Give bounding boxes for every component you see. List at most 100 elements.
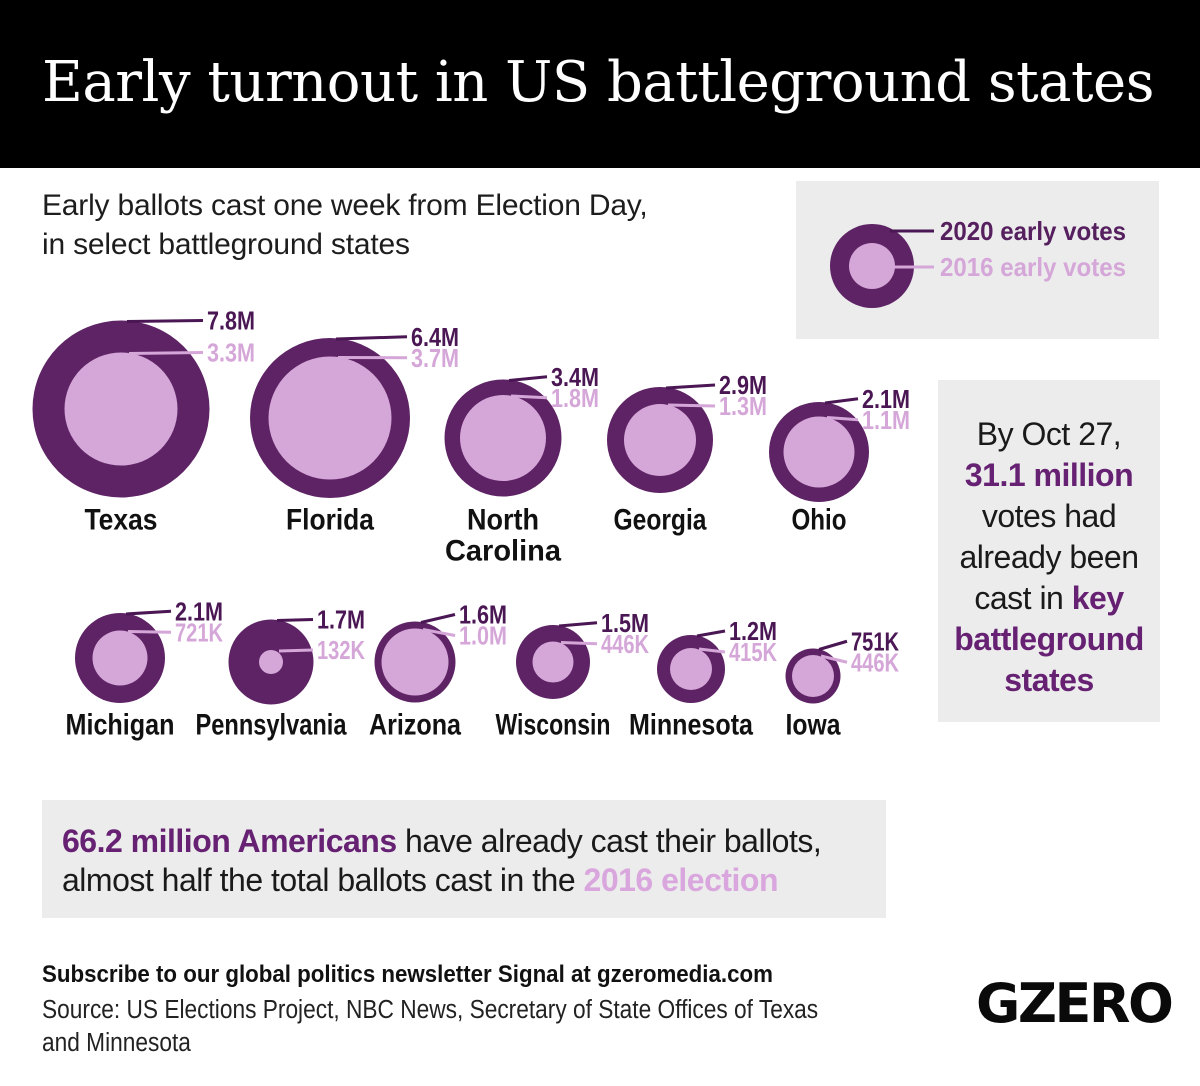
- leader-2016: [667, 403, 716, 408]
- value-2016: 446K: [601, 629, 649, 659]
- state-label: Minnesota: [629, 709, 753, 742]
- leader-2020: [276, 618, 314, 622]
- bubble-2016-georgia: [624, 404, 696, 476]
- bottom-note-box: [42, 800, 886, 918]
- state-label: Arizona: [369, 709, 461, 742]
- leader-2020: [508, 375, 548, 382]
- leader-2020: [335, 335, 408, 341]
- note-segment: votes had: [981, 498, 1117, 534]
- note-segment: states: [1004, 662, 1094, 698]
- bubble-2016-minnesota: [670, 648, 712, 690]
- value-2016: 1.8M: [551, 383, 599, 413]
- leader-2016: [560, 641, 598, 646]
- state-label: Carolina: [445, 535, 561, 568]
- note-segment: 31.1 million: [964, 457, 1134, 493]
- legend-label-2016: 2016 early votes: [940, 252, 1126, 282]
- bubble-2016-iowa: [792, 655, 834, 697]
- value-2020: 3.4M: [551, 362, 599, 392]
- side-note-text: By Oct 27, 31.1 million votes had already b…: [938, 380, 1160, 701]
- value-2016: 1.3M: [719, 391, 767, 421]
- source-line2: and Minnesota: [42, 1029, 191, 1057]
- value-2016: 1.1M: [862, 405, 910, 435]
- value-2016: 446K: [851, 647, 899, 677]
- note-line: already been: [938, 537, 1160, 578]
- state-label: Iowa: [786, 709, 841, 742]
- leader-2016: [510, 394, 548, 400]
- leader-2016: [698, 647, 726, 654]
- note-line: 66.2 million Americans have already cast…: [62, 822, 872, 861]
- state-label: Michigan: [66, 709, 175, 742]
- leader-2016: [422, 628, 456, 637]
- value-2020: 2.9M: [719, 370, 767, 400]
- bubble-2016-north-carolina: [460, 395, 546, 481]
- source-line1: Source: US Elections Project, NBC News, …: [42, 996, 819, 1024]
- bubble-2016-florida: [268, 356, 392, 480]
- leader-2016: [128, 351, 204, 355]
- note-segment: 2016 election: [583, 862, 779, 898]
- value-2016: 1.0M: [459, 621, 507, 651]
- side-note-box: [938, 380, 1160, 722]
- note-line: cast in key: [938, 578, 1160, 619]
- note-segment: have already cast their ballots,: [396, 823, 822, 859]
- state-label: Florida: [286, 504, 374, 537]
- value-2020: 1.2M: [729, 616, 777, 646]
- leader-2016: [127, 630, 172, 634]
- value-2020: 2.1M: [175, 596, 223, 626]
- value-2020: 1.7M: [317, 605, 365, 635]
- note-segment: By Oct 27,: [976, 416, 1122, 452]
- state-label: Ohio: [792, 504, 847, 537]
- subscribe-line: Subscribe to our global politics newslet…: [42, 961, 773, 988]
- value-2016: 3.3M: [207, 338, 255, 368]
- leader-2020: [824, 397, 859, 405]
- leader-2020: [665, 383, 716, 390]
- bubble-2016-wisconsin: [532, 641, 574, 683]
- note-segment: 66.2 million Americans: [62, 823, 397, 859]
- value-2020: 1.6M: [459, 600, 507, 630]
- value-2020: 751K: [851, 626, 899, 656]
- value-2020: 1.5M: [601, 608, 649, 638]
- note-line: states: [938, 660, 1160, 701]
- gzero-logo: GZERO: [976, 972, 1174, 1035]
- value-2016: 132K: [317, 635, 365, 665]
- note-segment: already been: [959, 539, 1139, 575]
- note-line: votes had: [938, 496, 1160, 537]
- state-label: Texas: [85, 504, 158, 537]
- source-note: Source: US Elections Project, NBC News, …: [42, 994, 818, 1060]
- note-segment: battleground: [954, 621, 1144, 657]
- bubble-2016-texas: [64, 352, 178, 466]
- bubble-2016-pennsylvania: [259, 650, 283, 674]
- value-2020: 7.8M: [207, 306, 255, 336]
- page-title: Early turnout in US battleground states: [42, 50, 1154, 115]
- subtitle-line2: in select battleground states: [42, 228, 410, 261]
- bubble-2016-arizona: [381, 628, 449, 696]
- value-2016: 415K: [729, 637, 777, 667]
- leader-2020: [420, 613, 456, 624]
- note-segment: almost half the total ballots cast in th…: [62, 862, 584, 898]
- note-segment: key: [1071, 580, 1124, 616]
- state-label: Wisconsin: [496, 709, 611, 742]
- state-label: Georgia: [614, 504, 707, 537]
- leader-2016: [278, 648, 314, 653]
- leader-2016: [820, 654, 848, 664]
- state-label: North: [467, 504, 539, 537]
- bubble-2016-ohio: [783, 416, 855, 488]
- leader-2016: [826, 416, 859, 422]
- leader-2020: [696, 629, 726, 638]
- value-2016: 721K: [175, 617, 223, 647]
- bottom-note-text: 66.2 million Americans have already cast…: [62, 822, 872, 900]
- leader-2020: [558, 621, 598, 628]
- leader-2020: [125, 609, 172, 616]
- subtitle-line1: Early ballots cast one week from Electio…: [42, 189, 648, 222]
- note-line: By Oct 27,: [938, 414, 1160, 455]
- value-2020: 2.1M: [862, 384, 910, 414]
- chart-subtitle: Early ballots cast one week from Electio…: [42, 186, 648, 264]
- bubble-2016-michigan: [92, 630, 148, 686]
- value-2016: 3.7M: [411, 343, 459, 373]
- leader-2020: [126, 319, 204, 323]
- leader-2020: [818, 639, 848, 651]
- legend-bubble-2016: [849, 243, 895, 289]
- value-2020: 6.4M: [411, 322, 459, 352]
- note-segment: cast in: [974, 580, 1072, 616]
